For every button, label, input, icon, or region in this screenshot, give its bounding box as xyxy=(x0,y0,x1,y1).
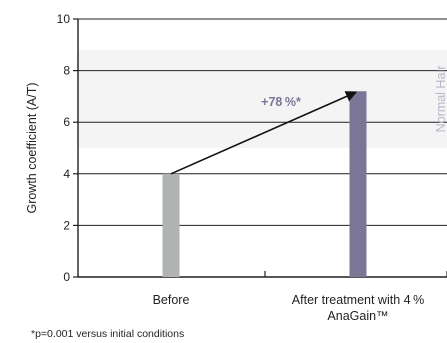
bar-1 xyxy=(349,91,367,278)
category-label-after-line1: After treatment with 4 % xyxy=(292,293,424,307)
normal-hair-label: Normal Hair xyxy=(434,66,447,133)
bar-0 xyxy=(162,173,180,277)
footnote: *p=0.001 versus initial conditions xyxy=(31,328,185,340)
x-axis-ticks xyxy=(264,271,447,277)
grid-lines xyxy=(78,18,447,226)
increase-annotation: +78 %* xyxy=(261,95,301,109)
category-label-after-line2: AnaGain™ xyxy=(327,309,388,323)
bars xyxy=(162,91,367,278)
y-tick-label-6: 6 xyxy=(63,115,70,129)
y-axis-title: Growth coefficient (A/T) xyxy=(25,82,39,213)
y-tick-label-4: 4 xyxy=(63,167,70,181)
y-tick-label-2: 2 xyxy=(63,218,70,232)
reference-band xyxy=(78,49,447,148)
y-tick-label-10: 10 xyxy=(57,12,71,26)
y-tick-label-8: 8 xyxy=(63,64,70,78)
y-tick-label-0: 0 xyxy=(63,270,70,284)
category-label-before: Before xyxy=(153,293,190,307)
trend-arrow xyxy=(170,91,358,175)
y-axis-ticks: 0 2 4 6 8 10 xyxy=(57,12,78,284)
